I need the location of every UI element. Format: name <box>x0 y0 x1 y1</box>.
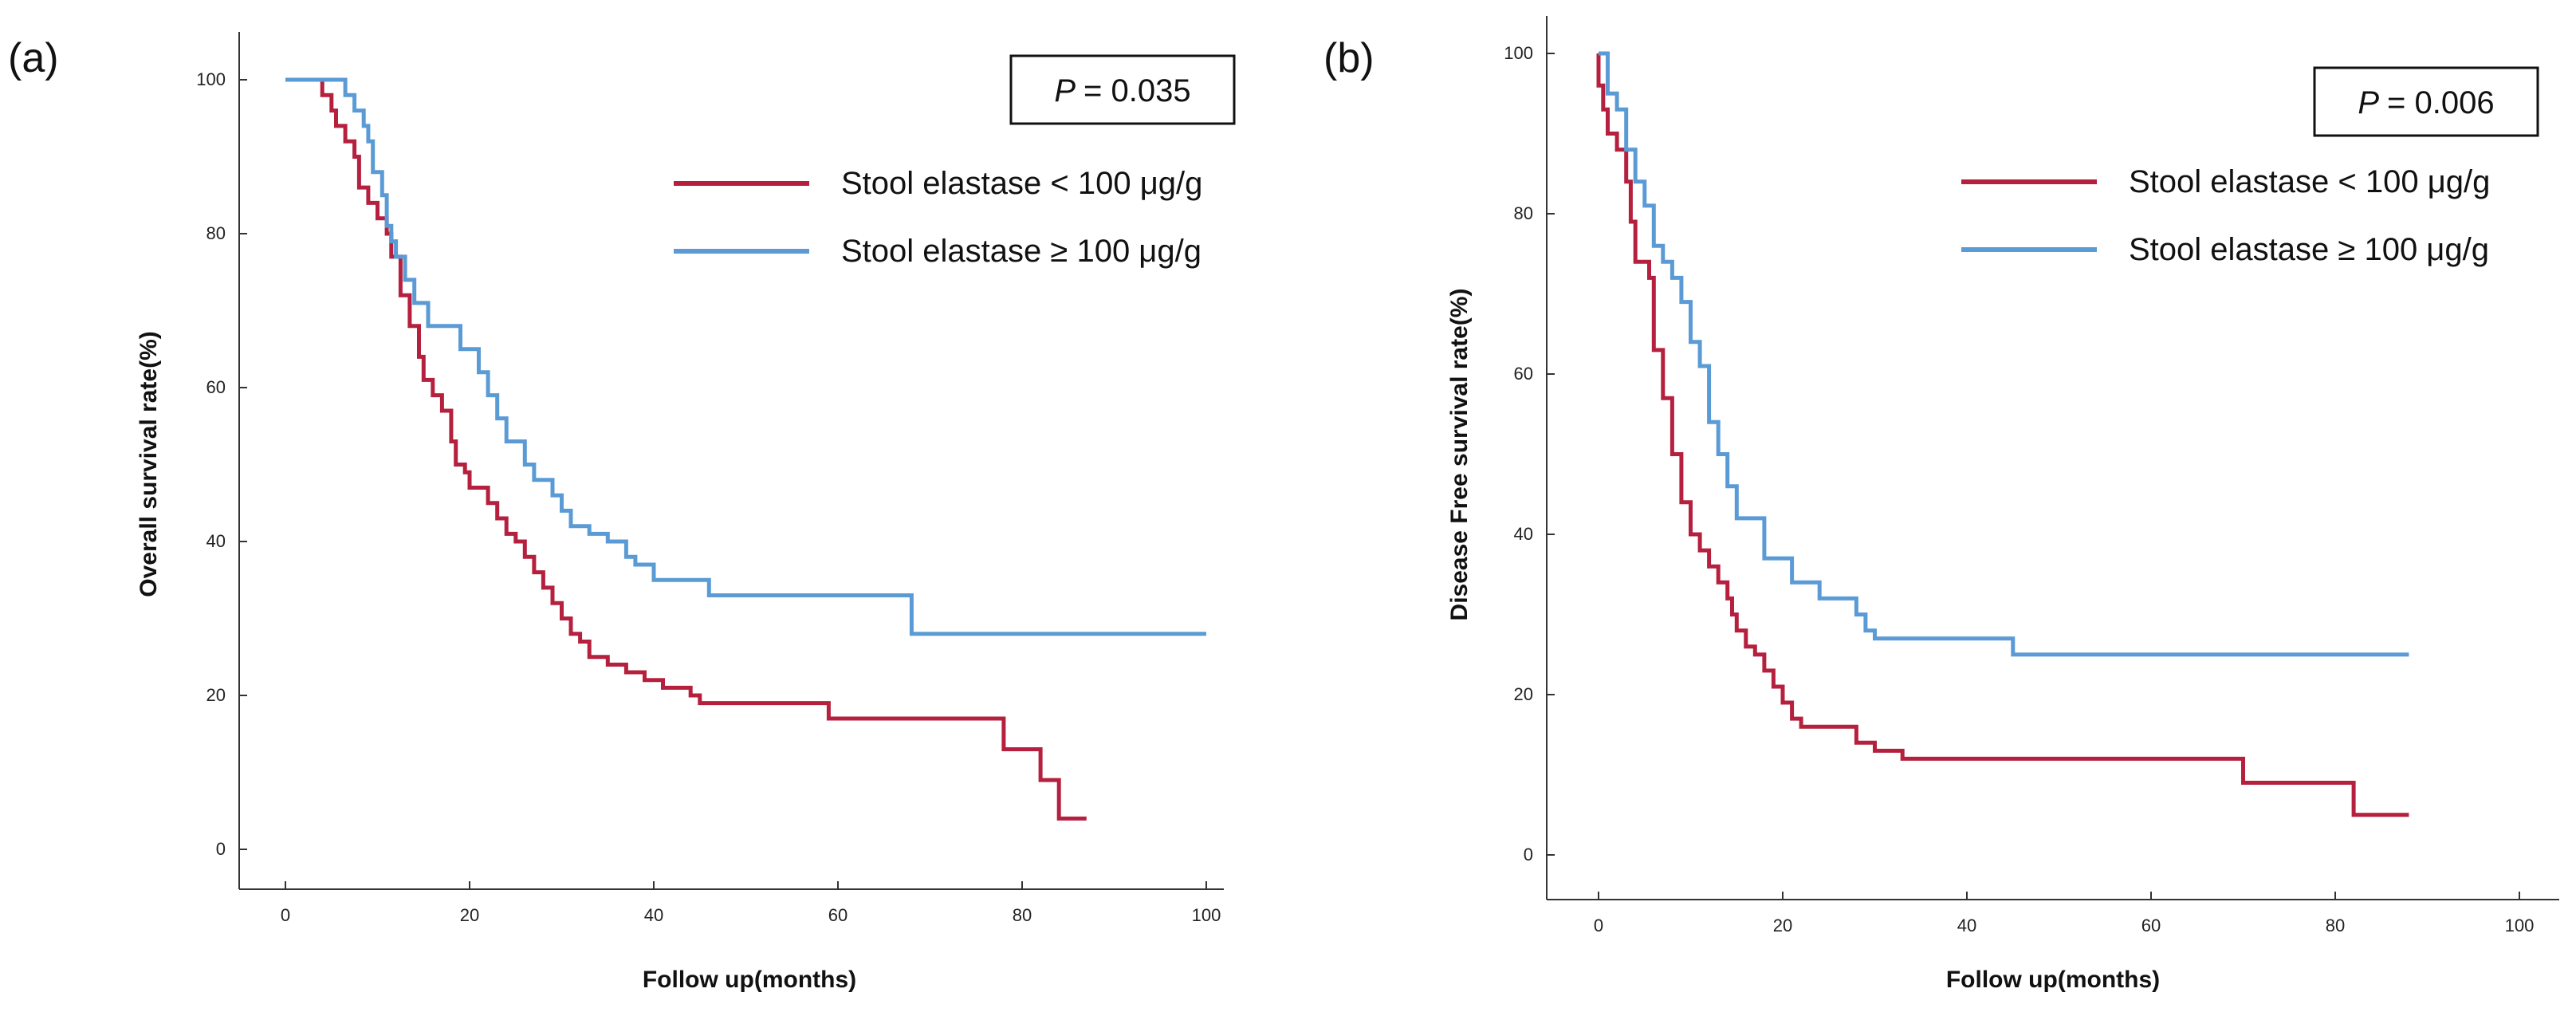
panel-b-x-ticks: 0 20 40 60 80 100 <box>1594 892 2534 935</box>
panel-a-x-ticks: 0 20 40 60 80 100 <box>281 881 1221 925</box>
panel-b-x-tick-label: 0 <box>1594 916 1603 935</box>
panel-b-series-high-elastase-curve <box>1599 51 2409 657</box>
panel-b-x-tick-label: 80 <box>2326 916 2345 935</box>
panel-a-x-tick-label: 40 <box>644 905 663 925</box>
panel-b-label: (b) <box>1323 35 1375 81</box>
panel-b-y-tick-label: 60 <box>1514 364 1533 384</box>
panel-a-y-axis-title: Overall survival rate(%) <box>136 331 162 597</box>
panel-b-legend-label-low: Stool elastase < 100 μg/g <box>2129 164 2490 199</box>
panel-b-p-symbol: P <box>2358 85 2379 120</box>
panel-b-p-value-box: P = 0.006 <box>2313 66 2539 137</box>
panel-b-p-text: = 0.006 <box>2387 85 2495 120</box>
panel-b-y-tick-label: 80 <box>1514 203 1533 223</box>
panel-a-survival-chart: (a) 0 20 40 60 80 100 0 2 <box>8 32 1236 993</box>
panel-b-series-low-elastase-curve <box>1596 53 2409 817</box>
panel-a-p-value-frame <box>1009 54 1236 125</box>
panel-a-x-tick-label: 100 <box>1192 905 1221 925</box>
panel-a-series-high-elastase-curve <box>285 77 1206 636</box>
panel-a-x-tick-label: 80 <box>1013 905 1032 925</box>
panel-b-y-tick-label: 20 <box>1514 684 1533 704</box>
panel-b-x-tick-label: 100 <box>2505 916 2535 935</box>
panel-a-legend: Stool elastase < 100 μg/g Stool elastase… <box>674 166 1202 269</box>
panel-a-p-symbol: P <box>1054 73 1076 108</box>
panel-a-y-tick-label: 60 <box>206 377 226 397</box>
panel-a-y-tick-label: 20 <box>206 685 226 705</box>
panel-b-y-axis-title: Disease Free survival rate(%) <box>1446 289 1473 621</box>
panel-a-p-value: P = 0.035 <box>1054 73 1190 108</box>
panel-a-y-tick-label: 100 <box>196 69 226 89</box>
panel-a-y-tick-label: 40 <box>206 531 226 551</box>
panel-a-p-value-box: P = 0.035 <box>1009 54 1236 125</box>
panel-b-p-value: P = 0.006 <box>2358 85 2494 120</box>
panel-b-legend: Stool elastase < 100 μg/g Stool elastase… <box>1961 164 2490 267</box>
panel-a-series-low-elastase-curve <box>285 77 1087 821</box>
panel-b-y-tick-label: 0 <box>1524 845 1533 864</box>
panel-a-y-ticks: 0 20 40 60 80 100 <box>196 69 247 859</box>
panel-b-x-tick-label: 40 <box>1957 916 1976 935</box>
panel-a-y-tick-label: 0 <box>216 839 226 859</box>
panel-b-x-axis-title: Follow up(months) <box>1946 967 2160 993</box>
panel-a-x-tick-label: 20 <box>460 905 479 925</box>
panel-b-y-tick-label: 100 <box>1504 43 1533 63</box>
panel-a-label: (a) <box>8 35 59 81</box>
panel-a-p-text: = 0.035 <box>1083 73 1191 108</box>
panel-a-legend-label-low: Stool elastase < 100 μg/g <box>841 166 1202 201</box>
panel-b-y-tick-label: 40 <box>1514 524 1533 544</box>
panel-b-x-tick-label: 60 <box>2141 916 2161 935</box>
panel-b-survival-chart: (b) 0 20 40 60 80 100 0 2 <box>1323 16 2559 993</box>
panel-a-y-tick-label: 80 <box>206 223 226 243</box>
panel-b-legend-label-high: Stool elastase ≥ 100 μg/g <box>2129 232 2489 267</box>
panel-b-y-ticks: 0 20 40 60 80 100 <box>1504 43 1555 864</box>
panel-a-x-tick-label: 0 <box>281 905 290 925</box>
panel-a-x-axis-title: Follow up(months) <box>643 967 856 993</box>
panel-a-x-tick-label: 60 <box>828 905 848 925</box>
panel-b-p-value-frame <box>2313 66 2539 137</box>
panel-b-x-tick-label: 20 <box>1773 916 1792 935</box>
panel-a-legend-label-high: Stool elastase ≥ 100 μg/g <box>841 234 1201 269</box>
